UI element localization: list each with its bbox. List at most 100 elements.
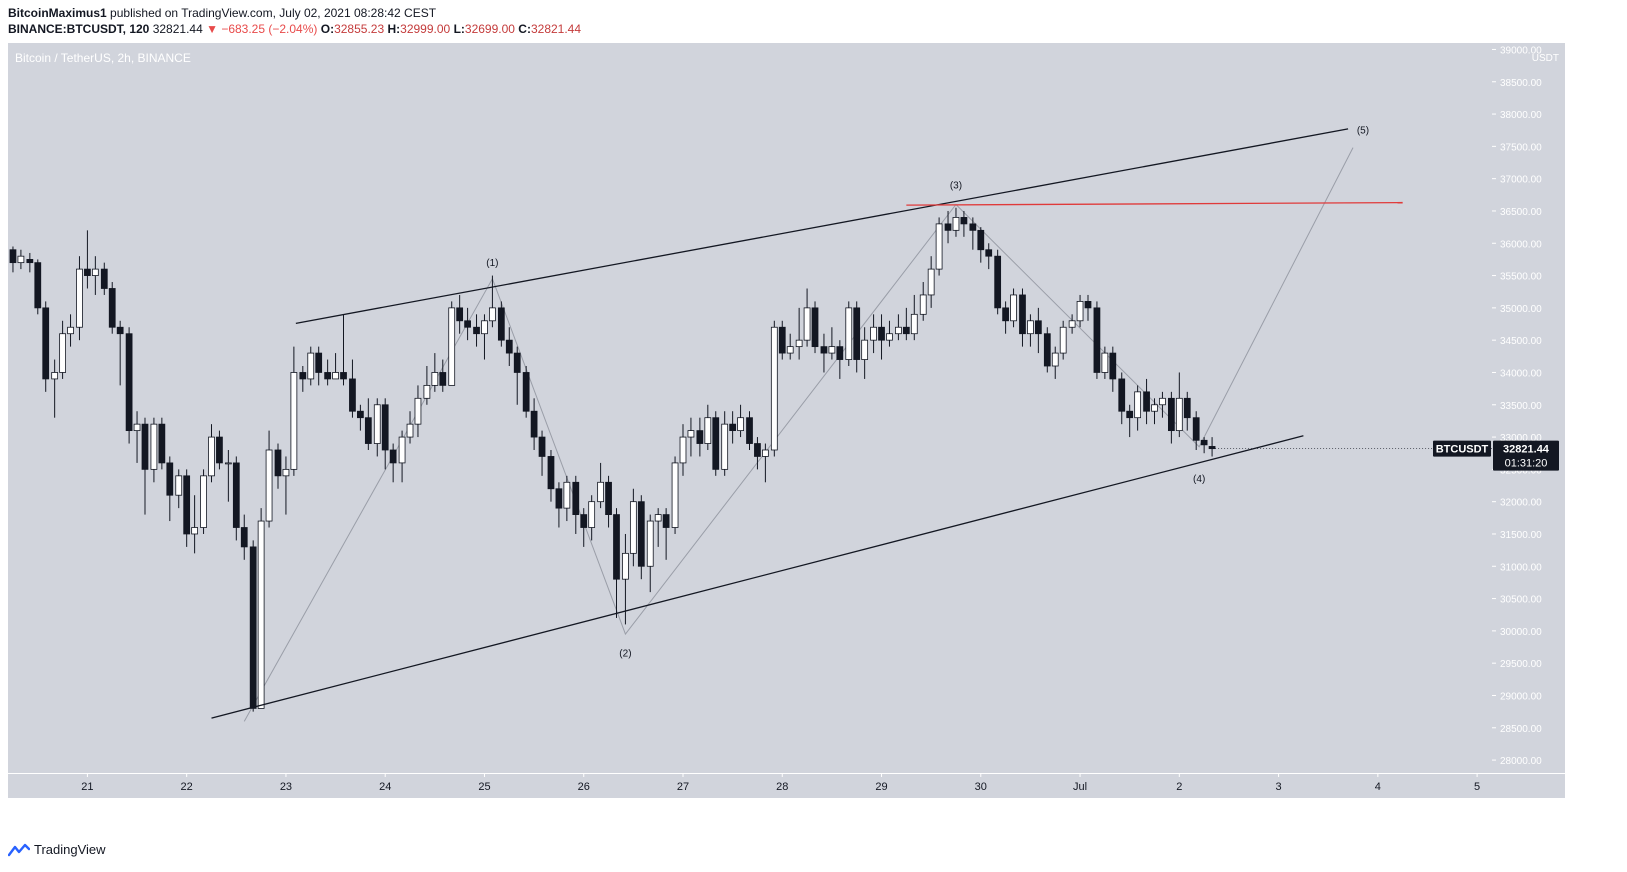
- candle-body-down: [547, 456, 555, 490]
- candle: [200, 469, 207, 534]
- candle: [133, 411, 141, 463]
- candle-body-down: [34, 262, 42, 309]
- candle: [1051, 346, 1059, 379]
- candle-body-down: [1043, 333, 1051, 367]
- last-price-marker: BTCUSDT 32821.44 01:31:20: [1212, 440, 1559, 471]
- candle-body-down: [1200, 439, 1208, 446]
- footer-brand[interactable]: TradingView: [34, 842, 106, 857]
- candle-body-down: [513, 352, 521, 373]
- o-label: O:: [320, 22, 335, 36]
- candle-body-down: [456, 307, 464, 322]
- candle: [605, 475, 612, 528]
- plot-background[interactable]: [8, 43, 1492, 773]
- candle: [977, 227, 985, 263]
- candle: [654, 508, 662, 547]
- candle-body-down: [637, 501, 645, 567]
- candle-body-up: [431, 372, 439, 386]
- candle-body-up: [1076, 301, 1084, 322]
- candle-body-down: [994, 255, 1002, 309]
- candle-body-down: [944, 223, 952, 231]
- time-axis: 21 22 23 24 25 26 27 28 29 30 Jul 2 3 4 5: [81, 773, 1480, 793]
- candle-body-down: [1084, 301, 1092, 309]
- candle: [935, 217, 943, 276]
- time-axis-background[interactable]: [8, 774, 1565, 798]
- candle-body-up: [76, 268, 83, 328]
- candle: [1192, 411, 1200, 450]
- candle-body-down: [166, 462, 174, 496]
- candle: [895, 314, 902, 341]
- candle-body-up: [687, 430, 695, 438]
- x-tick-label: 28: [776, 781, 788, 793]
- candle-body-down: [1192, 417, 1200, 441]
- candle: [1167, 391, 1175, 444]
- candle-body-up: [175, 475, 183, 496]
- candle: [158, 417, 166, 470]
- y-tick-label: 37500.00: [1500, 142, 1542, 153]
- candle-body-down: [42, 307, 50, 380]
- candle-body-up: [1010, 294, 1017, 322]
- author-name[interactable]: BitcoinMaximus1: [8, 6, 107, 20]
- candle-body-up: [1134, 391, 1142, 419]
- candle-body-down: [158, 423, 166, 464]
- candle: [613, 508, 620, 618]
- price-axis-background[interactable]: [1492, 43, 1565, 773]
- candle-body-down: [538, 436, 546, 457]
- candle: [861, 327, 869, 379]
- candle: [1126, 404, 1134, 438]
- candle: [17, 249, 25, 270]
- candle-body-up: [414, 397, 422, 425]
- candle-body-down: [381, 404, 389, 451]
- candle: [729, 411, 737, 444]
- candle-body-up: [622, 552, 629, 580]
- candle-body-up: [704, 417, 712, 444]
- candle-body-up: [828, 346, 836, 354]
- candle: [208, 424, 215, 483]
- y-tick-label: 35500.00: [1500, 272, 1542, 283]
- candle-body-down: [977, 229, 985, 251]
- candle-body-down: [349, 378, 356, 412]
- candle-body-down: [960, 217, 968, 225]
- candle-body-down: [820, 346, 828, 354]
- candle-body-down: [1167, 397, 1175, 432]
- c-value: 32821.44: [530, 22, 582, 36]
- candle-body-up: [406, 423, 414, 438]
- y-tick-label: 36000.00: [1500, 239, 1542, 250]
- channel-upper-line: [295, 128, 1349, 325]
- candle: [530, 398, 538, 450]
- candle: [1109, 346, 1117, 392]
- publish-header: BitcoinMaximus1 published on TradingView…: [8, 6, 436, 20]
- candle-body-up: [17, 255, 25, 264]
- candle-body-up: [398, 436, 406, 464]
- price-tag-value: 32821.44: [1503, 444, 1550, 456]
- tradingview-logo-icon: [8, 843, 30, 856]
- candle-body-up: [208, 436, 215, 477]
- candle-body-up: [679, 436, 687, 464]
- candle: [381, 398, 389, 470]
- candle-body-up: [150, 423, 158, 470]
- y-tick-label: 29500.00: [1500, 659, 1542, 670]
- candle: [290, 346, 298, 476]
- candle: [1043, 327, 1051, 373]
- x-tick-label: 25: [478, 781, 490, 793]
- y-tick-label: 34000.00: [1500, 368, 1542, 379]
- candle: [357, 404, 364, 431]
- l-label: L:: [453, 22, 465, 36]
- candle: [671, 456, 679, 534]
- candle-body-down: [1034, 320, 1042, 335]
- candle-body-up: [1159, 397, 1166, 406]
- candle: [1134, 385, 1142, 431]
- candle: [59, 320, 66, 379]
- chart-title: Bitcoin / TetherUS, 2h, BINANCE: [15, 51, 191, 65]
- y-tick-label: 29000.00: [1500, 691, 1542, 702]
- candle-body-up: [332, 372, 339, 380]
- candle: [439, 359, 447, 392]
- candle-body-up: [290, 372, 298, 470]
- candle-body-down: [969, 223, 977, 231]
- price-tag-countdown: 01:31:20: [1505, 458, 1548, 470]
- candle-body-down: [605, 481, 612, 515]
- candle: [191, 495, 198, 554]
- wave-label: (1): [486, 258, 498, 269]
- candle: [125, 327, 133, 444]
